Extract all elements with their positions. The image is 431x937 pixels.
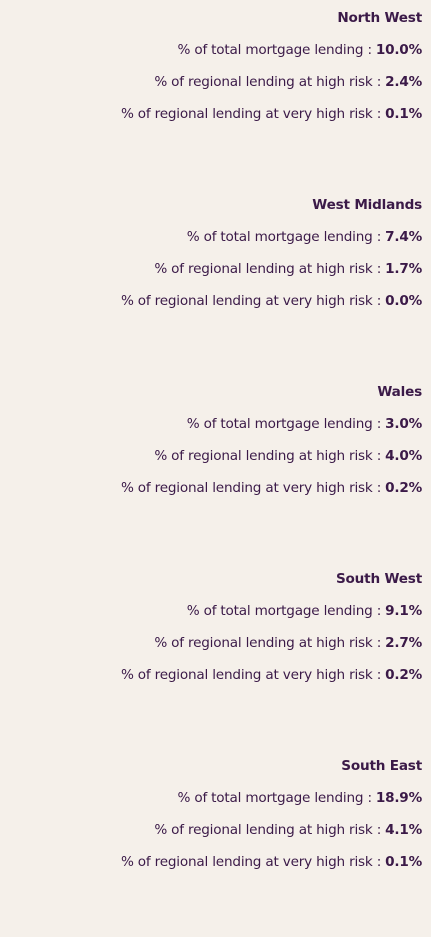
region: South West % of total mortgage lending :9… [0, 563, 422, 750]
stat-value: 0.1% [385, 854, 422, 870]
region-name: South East [341, 758, 422, 774]
page: {"regions": [ {"name": "North West", "ro… [120, 10, 423, 870]
stat-label: % of total mortgage lending : [186, 603, 382, 619]
stat-row: % of regional lending at high risk :2.4% [0, 66, 422, 98]
stat-row: % of regional lending at high risk :2.7% [0, 627, 422, 659]
stat-value: 1.7% [385, 261, 422, 277]
stat-row: % of regional lending at high risk :4.0% [0, 440, 422, 472]
stat-value: 10.0% [375, 42, 422, 58]
stat-label: % of regional lending at very high risk … [120, 854, 382, 870]
stat-label: % of regional lending at very high risk … [120, 480, 382, 496]
region-name: South West [335, 571, 422, 587]
stat-label: % of regional lending at high risk : [154, 74, 382, 90]
stat-label: % of regional lending at high risk : [154, 448, 382, 464]
stat-row: % of regional lending at very high risk … [0, 98, 422, 130]
stat-value: 0.0% [385, 293, 422, 309]
region: North West % of total mortgage lending :1… [0, 2, 422, 189]
stat-row: % of total mortgage lending :10.0% [0, 34, 423, 66]
stat-label: % of total mortgage lending : [177, 790, 373, 806]
stat-value: 18.9% [375, 790, 422, 806]
stat-value: 7.4% [385, 229, 422, 245]
region-name: North West [337, 10, 422, 26]
region: West Midlands % of total mortgage lending… [0, 189, 422, 376]
stat-label: % of regional lending at high risk : [154, 635, 382, 651]
stat-label: % of regional lending at very high risk … [120, 293, 382, 309]
stat-row: % of regional lending at high risk :1.7% [0, 253, 422, 285]
stat-value: 2.7% [385, 635, 422, 651]
stat-value: 0.1% [385, 106, 422, 122]
stat-row: % of total mortgage lending :18.9% [0, 782, 423, 814]
stat-row: % of regional lending at very high risk … [0, 285, 422, 317]
stat-value: 0.2% [385, 667, 422, 683]
stat-value: 4.0% [385, 448, 422, 464]
stat-row: % of regional lending at very high risk … [0, 846, 422, 878]
stat-label: % of regional lending at high risk : [154, 822, 382, 838]
stat-value: 2.4% [385, 74, 422, 90]
stat-row: % of total mortgage lending :7.4% [0, 221, 422, 253]
stat-row: % of regional lending at very high risk … [0, 472, 422, 504]
region-name: West Midlands [312, 197, 422, 213]
stat-label: % of regional lending at very high risk … [120, 106, 382, 122]
stat-row: % of regional lending at very high risk … [0, 659, 422, 691]
stat-label: % of total mortgage lending : [177, 42, 373, 58]
stat-value: 9.1% [385, 603, 422, 619]
stat-label: % of regional lending at high risk : [154, 261, 382, 277]
stat-label: % of regional lending at very high risk … [120, 667, 382, 683]
stat-value: 3.0% [385, 416, 422, 432]
stat-row: % of regional lending at high risk :4.1% [0, 814, 422, 846]
stat-label: % of total mortgage lending : [186, 416, 382, 432]
stat-label: % of total mortgage lending : [186, 229, 382, 245]
stat-row: % of total mortgage lending :9.1% [0, 595, 422, 627]
stat-value: 0.2% [385, 480, 422, 496]
stat-value: 4.1% [385, 822, 422, 838]
region: South East % of total mortgage lending :1… [0, 750, 422, 937]
region-name: Wales [377, 384, 422, 400]
region: Wales% of total mortgage lending :3.0%% … [0, 376, 422, 563]
stat-row: % of total mortgage lending :3.0% [0, 408, 422, 440]
